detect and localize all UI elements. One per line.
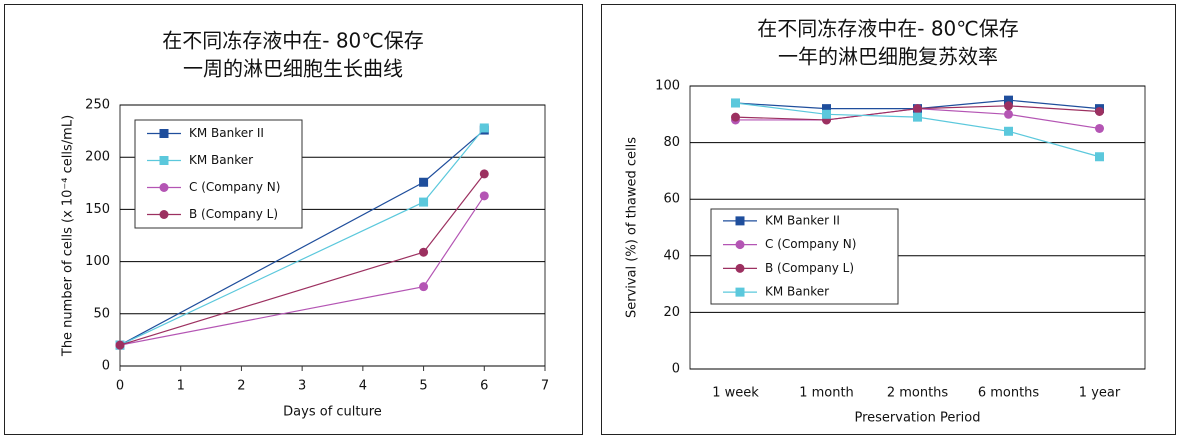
point: [822, 104, 831, 114]
legend-marker: [735, 240, 745, 250]
y-tick-label: 100: [655, 79, 680, 94]
legend-label: C (Company N): [189, 180, 280, 194]
legend-marker: [735, 216, 745, 226]
y-tick-label: 20: [663, 305, 680, 320]
x-axis-label: Days of culture: [283, 405, 382, 420]
point: [115, 340, 125, 350]
x-tick-label: 7: [541, 379, 549, 394]
x-tick-label: 0: [116, 379, 124, 394]
panel-frame: [601, 4, 1176, 435]
legend-label: C (Company N): [765, 237, 856, 251]
point: [1095, 152, 1104, 162]
x-tick-label: 2 months: [887, 386, 949, 401]
x-tick-label: 6 months: [978, 386, 1040, 401]
x-tick-label: 6: [480, 379, 488, 394]
point: [1095, 106, 1104, 116]
x-tick-label: 1 week: [712, 386, 759, 401]
panel-frame: [4, 4, 583, 435]
point: [1095, 123, 1104, 133]
point: [419, 282, 429, 292]
point: [731, 98, 740, 108]
point: [419, 177, 429, 187]
x-axis-label: Preservation Period: [854, 411, 980, 426]
point: [913, 112, 922, 122]
legend-marker: [159, 156, 169, 165]
x-tick-label: 5: [419, 379, 427, 394]
x-tick-label: 1 year: [1079, 386, 1121, 401]
legend-label: B (Company L): [189, 207, 278, 221]
y-tick-label: 50: [93, 306, 110, 321]
point: [1004, 126, 1013, 136]
legend-label: KM Banker: [189, 153, 253, 167]
x-tick-label: 2: [237, 379, 245, 394]
legend-marker: [735, 263, 745, 273]
y-axis-label: The number of cells (x 10⁻⁴ cells/mL): [61, 115, 76, 357]
y-tick-label: 200: [85, 150, 110, 165]
chart-title: 一年的淋巴细胞复苏效率: [778, 45, 998, 69]
legend-marker: [735, 287, 745, 297]
y-tick-label: 250: [85, 98, 110, 113]
x-tick-label: 4: [359, 379, 367, 394]
y-tick-label: 0: [672, 362, 680, 377]
chart-title: 在不同冻存液中在- 80℃保存: [162, 29, 423, 53]
legend-label: KM Banker: [765, 285, 829, 299]
legend-marker: [159, 210, 169, 219]
legend-marker: [159, 183, 169, 192]
point: [419, 197, 429, 207]
point: [822, 109, 831, 119]
point: [479, 169, 489, 179]
point: [479, 123, 489, 133]
legend-label: B (Company L): [765, 261, 854, 275]
y-tick-label: 150: [85, 202, 110, 217]
point: [479, 191, 489, 201]
legend-label: KM Banker II: [765, 213, 840, 227]
point: [913, 104, 922, 114]
chart-title: 一周的淋巴细胞生长曲线: [183, 57, 403, 81]
y-tick-label: 100: [85, 254, 110, 269]
x-tick-label: 3: [298, 379, 306, 394]
x-tick-label: 1: [177, 379, 185, 394]
y-axis-label: Servival (%) of thawed cells: [625, 137, 640, 318]
legend-label: KM Banker II: [189, 126, 264, 140]
point: [419, 247, 429, 257]
y-tick-label: 40: [663, 248, 680, 263]
point: [731, 112, 740, 122]
legend-marker: [159, 129, 169, 138]
y-tick-label: 0: [102, 359, 110, 374]
point: [1004, 95, 1013, 105]
point: [1004, 101, 1013, 111]
y-tick-label: 80: [663, 135, 680, 150]
point: [1004, 109, 1013, 119]
chart-title: 在不同冻存液中在- 80℃保存: [757, 17, 1018, 41]
x-tick-label: 1 month: [799, 386, 854, 401]
y-tick-label: 60: [663, 192, 680, 207]
